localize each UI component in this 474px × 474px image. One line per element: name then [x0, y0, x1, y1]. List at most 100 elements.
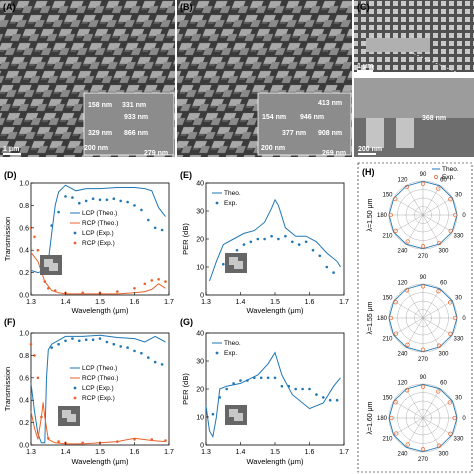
polar-2-wavelength-label: λ=1.60 μm: [367, 401, 374, 434]
chart-f-xtick-label-0: 1.3: [26, 449, 36, 456]
chart-e-ytick-label-3: 30: [196, 209, 204, 216]
chart-f-letter: (F): [4, 317, 16, 327]
polar-0-spoke-7: [393, 214, 424, 233]
chart-e-series-1-point-11: [297, 243, 301, 246]
chart-g-series-1-point-6: [253, 376, 256, 380]
chart-d-series-3-point-10: [116, 290, 119, 293]
chart-f-series-2-point-7: [98, 337, 102, 340]
chart-d-legend-label-4: RCP (Exp.): [82, 240, 115, 247]
chart-g-series-1-point-12: [294, 387, 298, 391]
chart-d-series-2-point-5: [84, 199, 88, 203]
chart-f-series-3-point-5: [57, 440, 60, 443]
chart-d-legend-swatch-3: [73, 231, 77, 235]
sem-c-top-scalebar: [357, 70, 373, 72]
chart-e-series-1-point-13: [311, 248, 315, 252]
polar-2-exp-point-7: [394, 431, 399, 436]
chart-e-series-layer: [209, 198, 341, 282]
polar-0-exp-point-10: [436, 240, 442, 246]
chart-e-series-1-point-7: [270, 234, 273, 238]
chart-d-series-2-point-1: [57, 210, 60, 214]
polar-1-angle-label-4: 120: [397, 281, 408, 287]
chart-g-series-1-point-15: [315, 393, 318, 396]
polar-2-theo-curve: [388, 383, 458, 453]
chart-d-ytick-label-3: 0.6: [19, 225, 29, 232]
chart-f-ytick-label-4: 0.8: [19, 353, 29, 360]
polar-2-exp-point-8: [405, 442, 410, 447]
chart-g-series-1-point-0: [211, 412, 215, 416]
chart-g: (G) 1.3 1.4 1.5 1.6 1.7 0 10 20 30 40 Wavelength …: [180, 317, 349, 466]
chart-f-series-2-point-15: [153, 360, 157, 364]
chart-d-series-2-point-8: [105, 198, 109, 202]
sem-a-dim-7: 279 nm: [144, 150, 168, 157]
polar-2-angle-label-8: 240: [397, 452, 408, 458]
chart-d-series-2-point-13: [140, 208, 143, 212]
chart-d-series-3-point-5: [47, 287, 50, 290]
chart-e-legend-label-2: Exp.: [224, 200, 237, 207]
chart-f-series-2-point-12: [133, 349, 136, 353]
polar-2-exp-point-6: [389, 415, 394, 421]
chart-e-series-1-point-5: [256, 237, 260, 241]
sem-a-dim-5: 866 nm: [124, 130, 148, 137]
chart-e-inset-shape: [229, 257, 243, 269]
polar-0-angle-label-1: 30: [455, 193, 462, 199]
polar-1-angle-label-2: 60: [440, 281, 447, 287]
chart-d-series-2-point-6: [91, 197, 95, 200]
polar-1-exp-point-0: [452, 315, 458, 321]
sem-panel-a: (A) 158 nm 331 nm 933 nm 329 nm 866 nm 2…: [0, 0, 175, 157]
chart-f-ytick-label-3: 0.6: [19, 375, 29, 382]
chart-f-legend-label-3: LCP (Exp.): [82, 385, 114, 392]
chart-e-ytick-label-1: 10: [196, 265, 204, 272]
polar-0-angle-label-2: 60: [440, 178, 447, 184]
sem-b-dim-1: 413 nm: [318, 100, 342, 107]
polar-2-spoke-11: [422, 417, 453, 436]
chart-d-legend: LCP (Theo.) RCP (Theo.) LCP (Exp.) RCP (…: [70, 210, 118, 247]
chart-g-series-1-point-13: [301, 387, 304, 391]
chart-e-series-1-point-8: [277, 237, 280, 241]
chart-d-legend-label-2: RCP (Theo.): [82, 220, 118, 227]
sem-a-dim-6: 200 nm: [84, 145, 108, 152]
chart-f-series-1-line: [30, 402, 166, 445]
polar-2-spoke-8: [405, 417, 424, 448]
polar-2-spoke-10: [422, 417, 441, 448]
polar-0-exp-point-9: [420, 244, 426, 249]
polar-0-exp-point-1: [448, 197, 453, 202]
chart-g-series-layer: [205, 351, 341, 438]
chart-e-series-1-point-15: [325, 265, 329, 269]
polar-1-exp-point-4: [404, 288, 410, 293]
chart-f-series-2-point-8: [105, 340, 109, 344]
chart-e: (E) 1.3 1.4 1.5 1.6 1.7 0 10 20 30 40 Wavelength …: [180, 170, 349, 315]
chart-f-series-3-point-9: [116, 440, 119, 443]
sem-a-dim-3: 933 nm: [124, 114, 148, 121]
chart-f-series-2-point-3: [71, 337, 74, 340]
polar-2-exp-point-2: [436, 389, 441, 394]
chart-f-series-2-point-16: [160, 363, 164, 366]
polar-2-spoke-1: [422, 400, 453, 419]
polar-0-angle-label-3: 90: [420, 172, 427, 178]
sem-a-scalebar: [3, 153, 21, 155]
chart-g-legend-label-1: Theo.: [224, 340, 241, 347]
polar-0-exp-point-7: [393, 228, 398, 233]
chart-d-ytick-label-2: 0.4: [19, 248, 29, 255]
chart-f-series-2-point-5: [84, 338, 88, 342]
chart-d-series-2-point-2: [64, 195, 67, 198]
polar-0-spoke-10: [422, 214, 441, 245]
chart-f-series-3-point-11: [150, 438, 154, 441]
polar-0-spoke-5: [393, 197, 424, 216]
chart-g-ytick-label-0: 0: [200, 443, 204, 450]
chart-d-xtick-label-0: 1.3: [26, 299, 36, 306]
polar-0-exp-point-5: [393, 196, 398, 202]
chart-f-series-0-line: [30, 334, 166, 444]
sem-c-pillar-right: [396, 118, 414, 148]
chart-e-xtick-label-4: 1.7: [339, 299, 349, 306]
polar-1-spoke-2: [422, 288, 441, 319]
chart-f-series-2-point-4: [78, 339, 81, 343]
polar-2-angle-label-0: 0: [462, 416, 466, 422]
polar-2-angle-label-11: 330: [453, 437, 464, 443]
chart-d-xtick-label-4: 1.7: [164, 299, 174, 306]
chart-e-xtick-label-2: 1.5: [270, 299, 280, 306]
chart-e-legend-label-1: Theo.: [224, 190, 241, 197]
sem-c-bottom-scale-label: 200 nm: [358, 146, 382, 153]
sem-a-inset: [83, 92, 175, 156]
polar-2-exp-point-5: [393, 400, 398, 405]
